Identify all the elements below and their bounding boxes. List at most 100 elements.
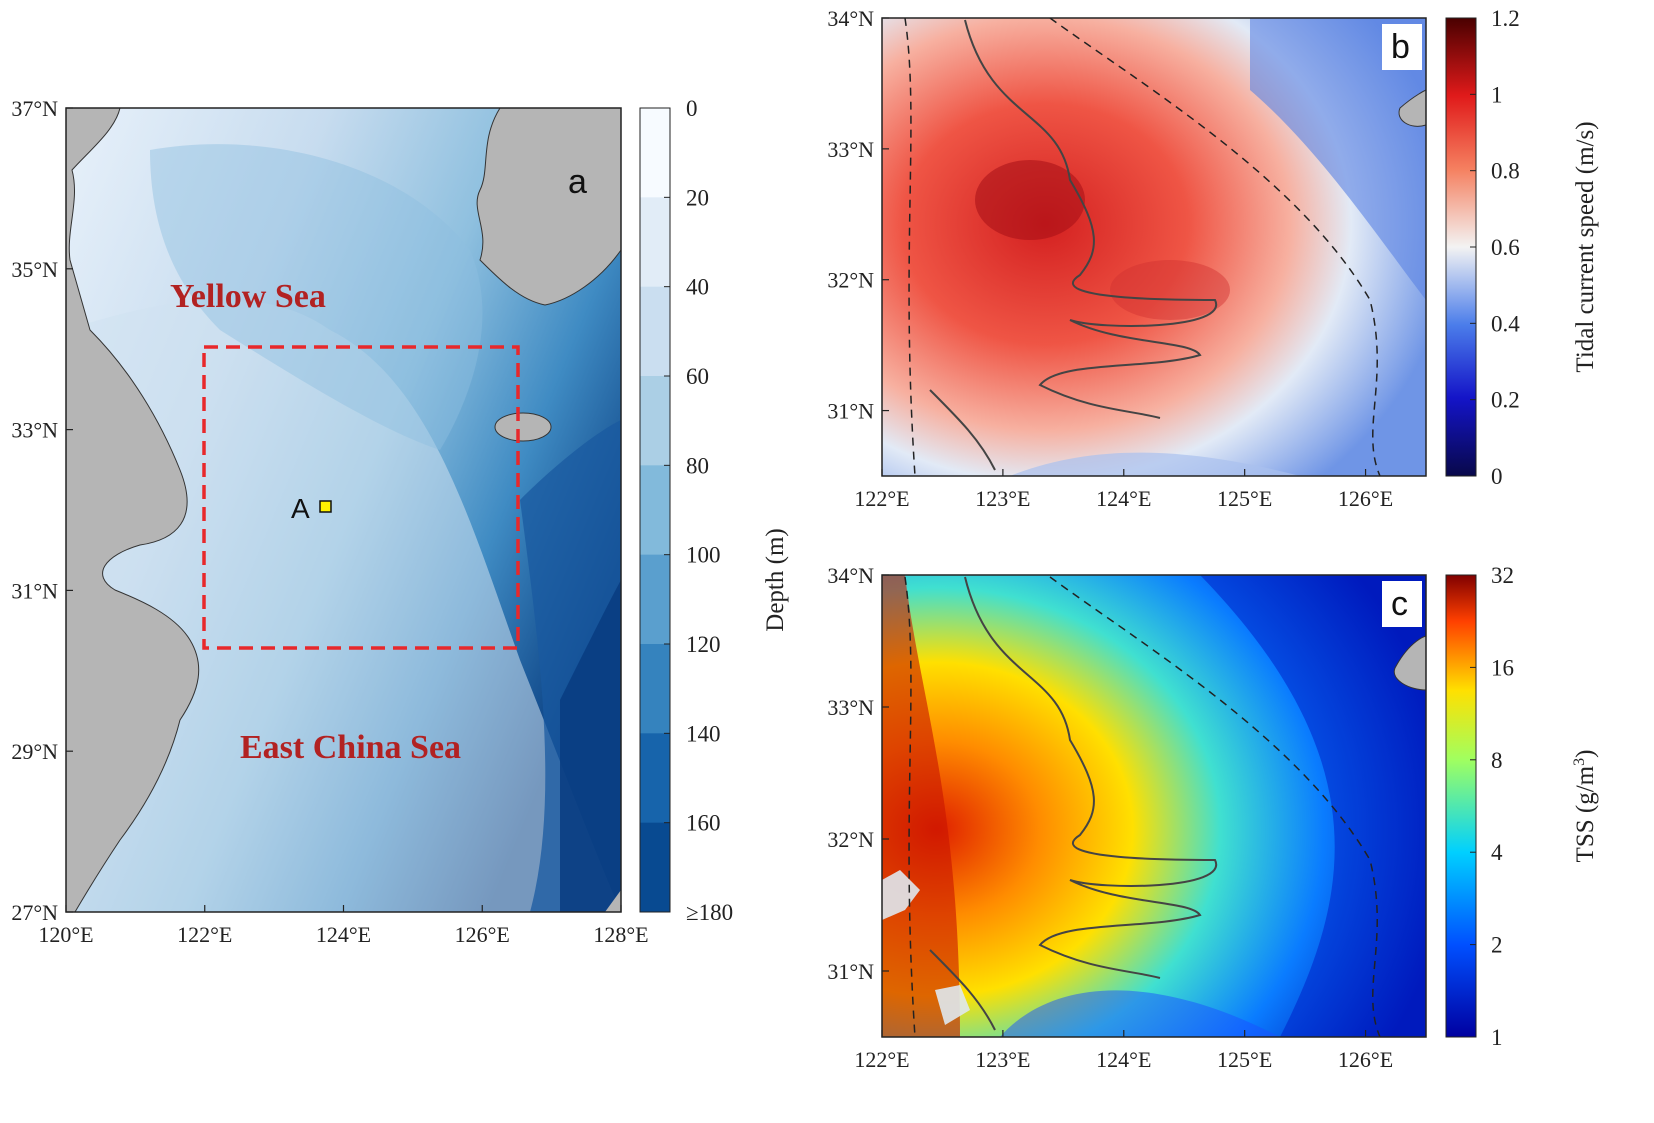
panel-b-colorbar-label: Tidal current speed (m/s) — [1572, 121, 1599, 372]
depth-colorbar-swatch — [640, 644, 670, 734]
panel-b-lat-tick-label: 31°N — [827, 399, 874, 424]
panel-c-offshore-low — [1200, 575, 1426, 1037]
depth-colorbar-swatch — [640, 733, 670, 824]
tidal-colorbar-tick-label: 1.2 — [1491, 6, 1520, 31]
panel-c-colorbar — [1445, 574, 1477, 1038]
tidal-colorbar-tick-label: 0.2 — [1491, 388, 1520, 413]
panel-b-letter: b — [1391, 28, 1410, 66]
panel-b-colorbar-ticks: 0 0.2 0.4 0.6 0.8 1 1.2 — [1470, 6, 1520, 489]
depth-colorbar-frame — [639, 107, 671, 913]
depth-colorbar-swatch — [640, 554, 670, 645]
panel-b-lon-tick-label: 126°E — [1338, 486, 1393, 511]
panel-c-letter: c — [1391, 585, 1408, 623]
panel-a-kyushu-land — [605, 890, 621, 912]
depth-colorbar-swatch — [640, 108, 670, 198]
panel-a-axis-ticks: 120°E 122°E 124°E 126°E 128°E 37°N 35°N 33°N 31°… — [11, 96, 648, 947]
depth-colorbar-tick-label: 60 — [686, 364, 709, 389]
panel-c-lon-tick-label: 122°E — [854, 1047, 909, 1072]
depth-colorbar-tick-label: ≥180 — [686, 900, 733, 925]
panel-c-south-low — [1000, 990, 1280, 1037]
tss-colorbar-tick-label: 4 — [1491, 840, 1503, 865]
panel-a-mid-band — [150, 144, 483, 450]
panel-c-lat-tick-label: 34°N — [827, 563, 874, 588]
panel-a-lat-tick-label: 33°N — [11, 418, 58, 443]
panel-c-axis-ticks: 122°E 123°E 124°E 125°E 126°E 34°N 33°N 32°N 31°… — [827, 563, 1393, 1072]
tss-colorbar-tick-label: 32 — [1491, 563, 1514, 588]
panel-b-axis-ticks: 122°E 123°E 124°E 125°E 126°E 34°N 33°N 32°N 31°… — [827, 6, 1393, 511]
panel-c-lat-tick-label: 33°N — [827, 695, 874, 720]
panel-a-colorbar: 0 20 40 60 80 100 120 140 160 ≥180 — [639, 96, 733, 925]
panel-b-northeast-low — [1250, 18, 1426, 300]
panel-c-lon-tick-label: 123°E — [975, 1047, 1030, 1072]
depth-colorbar-tick-label: 80 — [686, 453, 709, 478]
depth-colorbar-tick-label: 140 — [686, 721, 721, 746]
panel-a-lat-tick-label: 35°N — [11, 257, 58, 282]
yellow-sea-label: Yellow Sea — [170, 278, 326, 315]
panel-c-frame — [881, 574, 1427, 1038]
tidal-colorbar-tick-label: 0.8 — [1491, 159, 1520, 184]
panel-a-lon-tick-label: 128°E — [593, 922, 648, 947]
panel-b-frame — [881, 17, 1427, 477]
tidal-colorbar-tick-label: 0.4 — [1491, 311, 1520, 336]
east-china-sea-label: East China Sea — [240, 729, 461, 766]
panel-c-lon-tick-label: 125°E — [1217, 1047, 1272, 1072]
panel-b-isobath-dashed — [904, 17, 1381, 477]
panel-a-letter: a — [568, 163, 587, 201]
panel-a-colorbar-label: Depth (m) — [762, 528, 789, 631]
depth-colorbar-tick-label: 160 — [686, 811, 721, 836]
panel-c-lon-tick-label: 126°E — [1338, 1047, 1393, 1072]
panel-b-core-secondary — [1110, 260, 1230, 320]
tss-colorbar-tick-label: 8 — [1491, 748, 1503, 773]
panel-b-lon-tick-label: 123°E — [975, 486, 1030, 511]
depth-colorbar-swatch — [640, 197, 670, 288]
panel-b-south-low — [1010, 452, 1300, 476]
tss-colorbar-tick-label: 16 — [1491, 655, 1514, 680]
depth-colorbar-swatch — [640, 822, 670, 913]
panel-a-china-land — [65, 107, 200, 913]
panel-a-lat-tick-label: 37°N — [11, 96, 58, 121]
panel-a-map: A Yellow Sea East China Sea a — [65, 107, 622, 913]
panel-b-lon-tick-label: 122°E — [854, 486, 909, 511]
panel-b-lat-tick-label: 34°N — [827, 6, 874, 31]
depth-colorbar-tick-label: 100 — [686, 543, 721, 568]
panel-a-lon-tick-label: 126°E — [455, 922, 510, 947]
tidal-colorbar-tick-label: 0.6 — [1491, 235, 1520, 260]
panel-a-jeju-island — [494, 412, 552, 442]
panel-b-lon-tick-label: 125°E — [1217, 486, 1272, 511]
tss-colorbar-tick-label: 1 — [1491, 1025, 1503, 1050]
panel-b-shoal-contours — [929, 19, 1218, 471]
panel-a-trench-band — [560, 580, 621, 912]
panel-b-core-max — [975, 160, 1085, 240]
depth-colorbar-tick-label: 0 — [686, 96, 698, 121]
depth-colorbar-tick-label: 20 — [686, 185, 709, 210]
panel-c-letter-box — [1382, 581, 1422, 627]
panel-b-letter-box — [1382, 24, 1422, 70]
panel-a-lon-tick-label: 124°E — [316, 922, 371, 947]
panel-c-lat-tick-label: 32°N — [827, 827, 874, 852]
panel-a-korea-land — [476, 107, 622, 306]
panel-b-map: b — [881, 17, 1427, 477]
panel-c-coastal-high — [882, 575, 960, 1037]
station-a-label: A — [291, 493, 310, 524]
panel-a-lat-tick-label: 27°N — [11, 900, 58, 925]
panel-c-colorbar-ticks: 1 2 4 8 16 32 — [1470, 563, 1514, 1050]
depth-colorbar-tick-label: 40 — [686, 275, 709, 300]
panel-c-isobath-dashed — [904, 576, 1381, 1038]
tidal-colorbar-tick-label: 0 — [1491, 464, 1503, 489]
tidal-colorbar-tick-label: 1 — [1491, 82, 1503, 107]
panel-a-lon-tick-label: 120°E — [38, 922, 93, 947]
panel-b-lat-tick-label: 33°N — [827, 137, 874, 162]
panel-c-map: c — [881, 574, 1427, 1038]
panel-a-lat-tick-label: 29°N — [11, 739, 58, 764]
panel-a-lon-tick-label: 122°E — [177, 922, 232, 947]
depth-colorbar-swatch — [640, 286, 670, 377]
panel-c-lon-tick-label: 124°E — [1096, 1047, 1151, 1072]
depth-colorbar-tick-label: 120 — [686, 632, 721, 657]
panel-c-lat-tick-label: 31°N — [827, 959, 874, 984]
depth-colorbar-swatch — [640, 465, 670, 556]
panel-c-shoal-contours — [929, 576, 1218, 1031]
panel-b-lon-tick-label: 124°E — [1096, 486, 1151, 511]
depth-colorbar-swatch — [640, 376, 670, 466]
panel-c-land-patches — [882, 870, 970, 1025]
